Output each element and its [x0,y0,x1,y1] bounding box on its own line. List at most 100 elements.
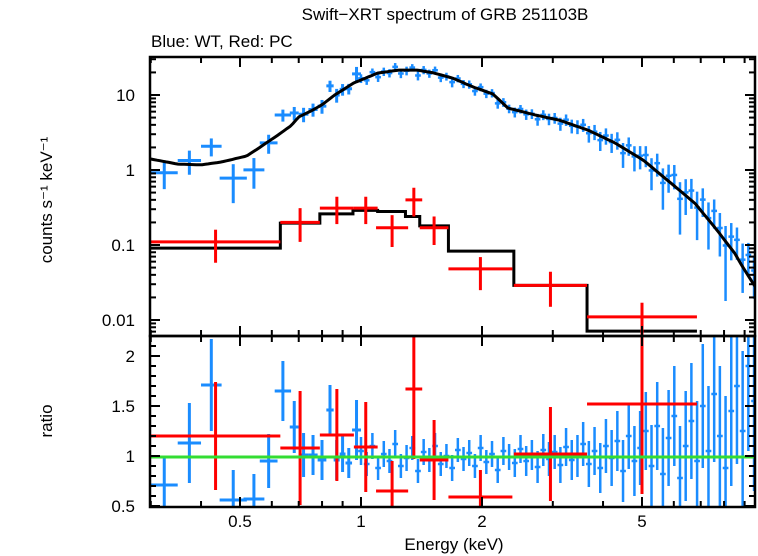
wt-ratio-point [739,351,746,507]
wt-ratio-point [717,366,723,506]
wt-data-point [177,150,202,175]
y-tick-label-ratio: 1 [126,447,135,466]
wt-ratio-point [274,361,292,421]
wt-data-point [586,125,592,143]
pc-ratio-point [150,382,281,490]
wt-data-point [274,109,292,122]
wt-ratio-point [660,428,666,507]
wt-ratio-point [699,344,706,468]
pc-data-point [150,229,281,263]
pc-ratio-point [405,336,423,459]
wt-ratio-point [380,441,387,467]
chart-subtitle: Blue: WT, Red: PC [151,32,293,51]
pc-data-point [376,215,409,248]
wt-ratio-point [614,411,621,471]
x-tick-label: 5 [637,512,646,531]
wt-ratio-point [631,426,638,496]
wt-data-point [352,66,361,83]
wt-data-point [688,178,695,209]
wt-ratio-point [489,441,495,467]
pc-ratio-point [319,389,354,481]
ratio-frame [148,334,757,509]
wt-ratio-point [177,403,202,483]
wt-ratio-point [620,440,626,502]
pc-data-point [353,196,378,225]
pc-ratio-point [448,470,513,507]
wt-ratio-point [728,336,735,486]
wt-model-line [150,68,755,289]
wt-ratio-point [289,401,299,453]
pc-ratio-point [280,391,320,505]
wt-ratio-point [568,440,575,480]
wt-data-point [614,132,621,150]
wt-ratio-point [734,336,740,464]
y-axis-label-ratio: ratio [37,404,56,437]
pc-ratio-point [513,407,588,501]
y-tick-label-spectrum: 0.01 [102,311,135,330]
wt-data-point [243,158,265,189]
wt-ratio-point [540,434,547,466]
wt-ratio-point [711,336,718,462]
wt-data-point [150,161,178,190]
wt-ratio-point [551,435,558,469]
spectrum-panel [150,63,755,336]
wt-data-point [705,202,712,250]
y-tick-label-ratio: 0.5 [111,497,135,516]
wt-ratio-point [494,457,501,483]
wt-ratio-point [625,403,632,469]
pc-data-point [405,187,423,217]
wt-data-point [603,128,609,145]
wt-data-point [326,80,334,92]
pc-data-point [319,196,354,225]
x-tick-label: 1 [356,512,365,531]
wt-ratio-point [352,400,361,460]
wt-ratio-point [557,447,564,483]
pc-ratio-point [376,461,409,507]
wt-data-point [289,106,299,121]
y-tick-label-spectrum: 1 [126,161,135,180]
wt-data-point [711,199,718,229]
wt-ratio-point [483,450,490,474]
wt-ratio-point [449,455,455,481]
ratio-panel [150,336,755,507]
wt-ratio-point [219,470,247,507]
pc-data-point [448,257,513,291]
wt-ratio-point [358,437,364,465]
wt-ratio-point [523,446,530,476]
y-tick-label-spectrum: 0.1 [111,236,135,255]
wt-ratio-point [677,426,683,507]
y-tick-label-ratio: 2 [126,347,135,366]
wt-data-point [219,164,247,204]
wt-ratio-point [665,390,672,486]
wt-data-point [648,158,655,191]
wt-ratio-point [654,382,661,470]
wt-ratio-point [466,440,473,466]
x-tick-label: 2 [477,512,486,531]
y-axis-label-spectrum: counts s⁻¹ keV⁻¹ [37,136,56,263]
x-tick-label: 0.5 [228,512,252,531]
wt-ratio-point [339,436,346,472]
wt-ratio-point [580,422,587,466]
wt-ratio-point [392,430,399,458]
wt-ratio-point [603,419,609,473]
pc-ratio-point [353,402,378,492]
x-axis-label: Energy (keV) [404,535,503,554]
wt-ratio-point [243,474,265,507]
wt-ratio-point [688,363,695,479]
wt-ratio-point [682,391,689,501]
wt-data-point [728,223,735,261]
wt-ratio-point [201,339,222,431]
pc-data-point [513,271,588,307]
wt-ratio-point [591,427,598,475]
wt-data-point [745,242,752,275]
wt-ratio-point [648,425,655,507]
wt-ratio-point [500,437,507,465]
y-tick-label-ratio: 1.5 [111,397,135,416]
wt-ratio-point [597,443,604,493]
wt-ratio-point [460,447,467,471]
wt-ratio-point [326,385,334,435]
wt-ratio-point [259,434,278,488]
pc-ratio-point [419,420,449,500]
wt-data-point [415,71,421,81]
